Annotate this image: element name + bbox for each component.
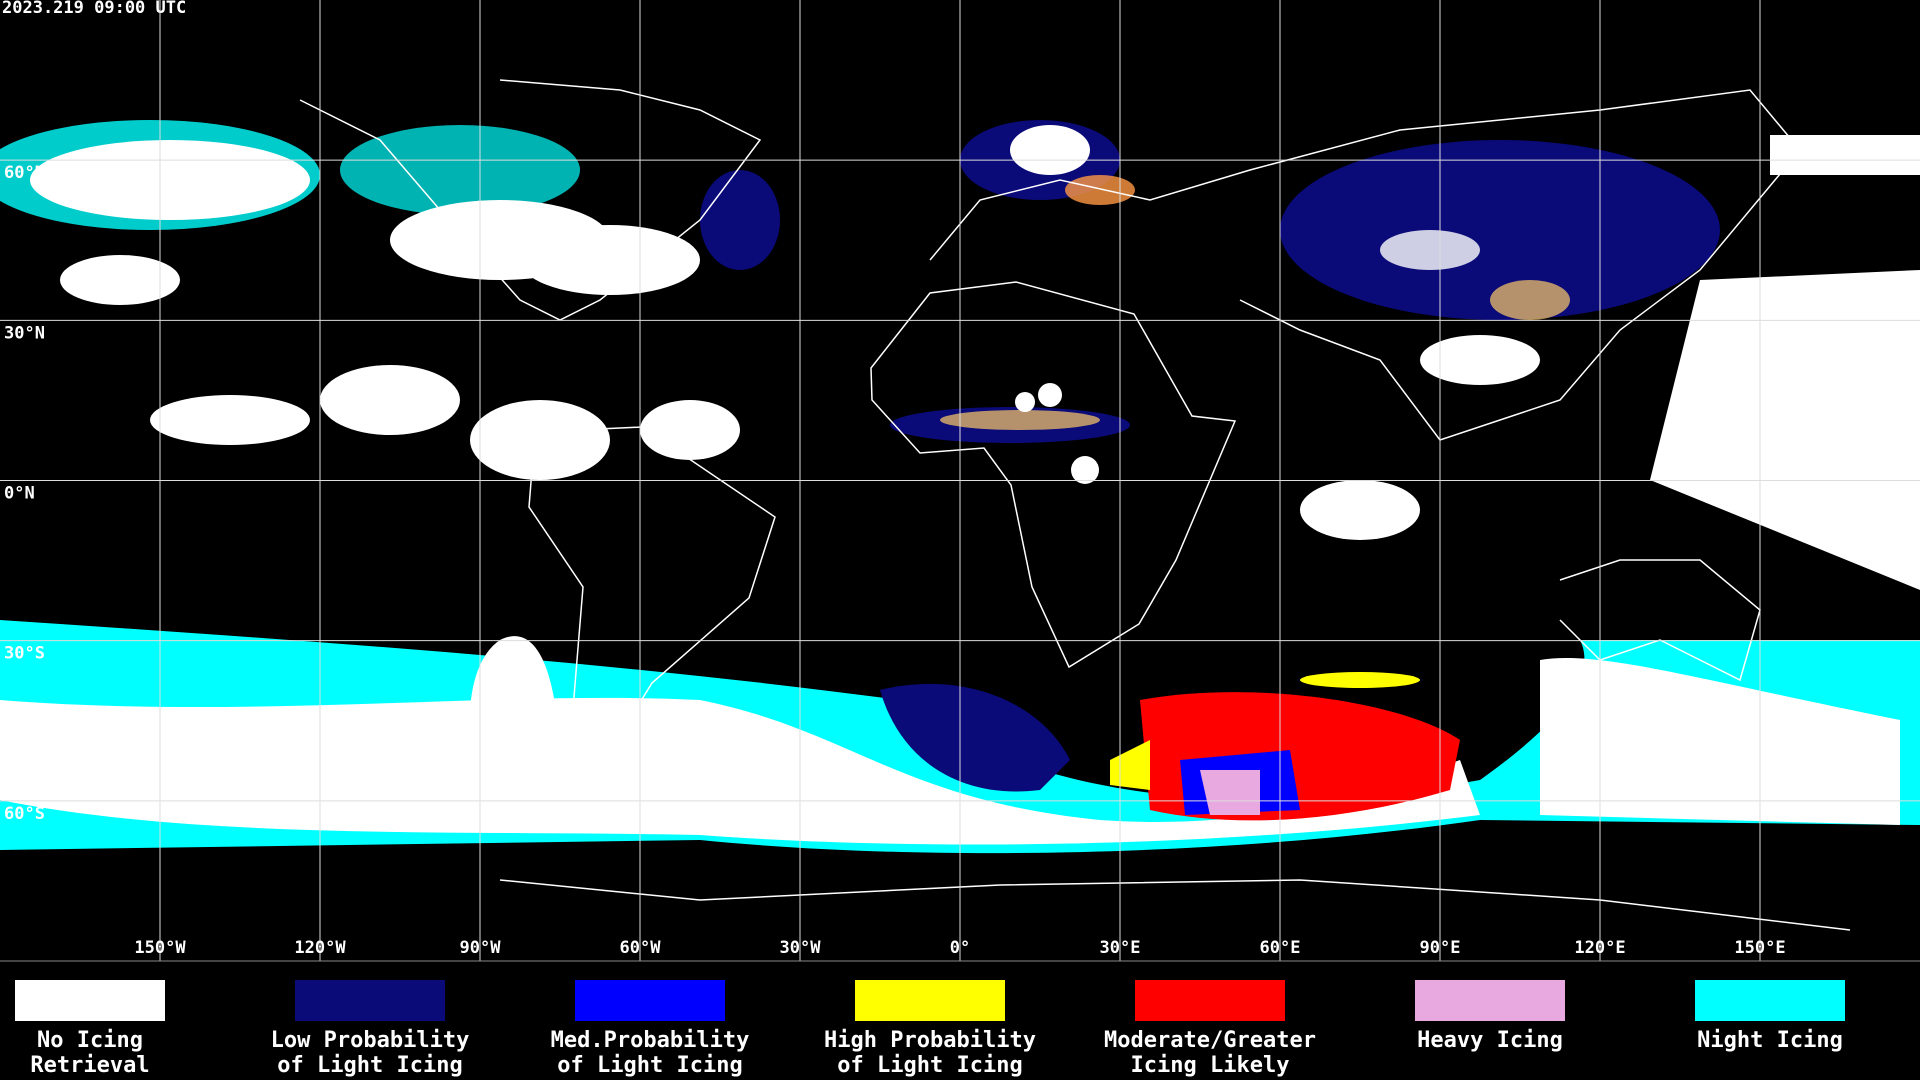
legend-label: High Probability [824,1028,1036,1053]
legend-label: Moderate/Greater [1104,1028,1316,1053]
no-icing-area [30,140,310,220]
legend-swatch [1135,980,1285,1021]
no-icing-area [0,697,1480,845]
no-icing-area [1015,392,1035,412]
meridian-label: 90°W [460,938,502,958]
meridian-label: 150°W [134,938,186,958]
no-icing-area [640,400,740,460]
legend-label: Heavy Icing [1417,1028,1563,1053]
no-icing-area [150,395,310,445]
parallel-label: 60°N [4,163,45,183]
meridian-label: 0° [950,938,970,958]
no-icing-area [320,365,460,435]
meridian-label: 120°E [1574,938,1625,958]
legend-label: of Light Icing [557,1053,742,1078]
no-icing-area [1071,456,1099,484]
legend-label: Night Icing [1697,1028,1843,1053]
coastline [528,426,776,771]
low-icing-area [880,683,1070,792]
legend-label: Med.Probability [551,1028,750,1053]
no-icing-area [1540,658,1900,825]
legend-label: of Light Icing [837,1053,1022,1078]
legend-swatch [855,980,1005,1021]
high-icing-area [940,410,1100,430]
meridian-label: 120°W [294,938,346,958]
meridian-label: 30°W [780,938,822,958]
no-icing-area [1380,230,1480,270]
legend-label: Retrieval [30,1053,149,1078]
no-icing-area [1420,335,1540,385]
no-icing-area [469,636,560,800]
meridian-label: 90°E [1420,938,1461,958]
meridian-label: 150°E [1734,938,1785,958]
legend-swatch [295,980,445,1021]
parallel-label: 30°S [4,644,45,664]
legend-swatch [1415,980,1565,1021]
no-icing-area [470,400,610,480]
legend-swatch [575,980,725,1021]
parallel-label: 0°N [4,484,35,504]
no-icing-area [60,255,180,305]
meridian-label: 60°E [1260,938,1301,958]
no-icing-area [1010,125,1090,175]
high-icing-area [1300,672,1420,688]
legend-swatch [15,980,165,1021]
meridian-label: 60°W [620,938,662,958]
night-icing-area [340,125,580,215]
heavy-icing-area [1200,770,1260,815]
high-icing-area [1490,280,1570,320]
no-icing-area [1650,270,1920,590]
no-icing-area [1300,480,1420,540]
low-icing-area [1280,140,1720,320]
coastline [499,879,1851,931]
legend-label: of Light Icing [277,1053,462,1078]
legend-label: No Icing [37,1028,143,1053]
no-icing-area [520,225,700,295]
legend-swatch [1695,980,1845,1021]
legend-label: Low Probability [271,1028,470,1053]
coastline [299,79,762,321]
meridian-label: 30°E [1100,938,1141,958]
coastline [1559,559,1761,682]
legend-label: Icing Likely [1131,1053,1290,1078]
low-icing-area [700,170,780,270]
parallel-label: 30°N [4,323,45,343]
timestamp: 2023.219 09:00 UTC [2,0,186,18]
no-icing-area [1038,383,1062,407]
coastline [870,281,1237,669]
moderate-icing-area [1065,175,1135,205]
parallel-label: 60°S [4,804,45,824]
